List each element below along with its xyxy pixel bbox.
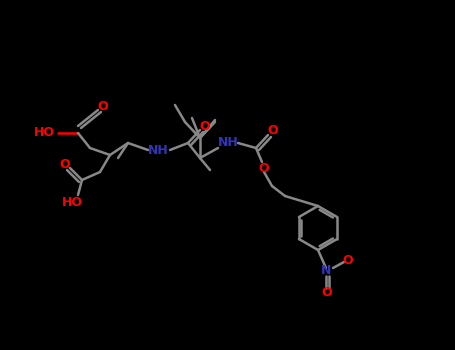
Text: O: O: [259, 161, 269, 175]
Text: O: O: [98, 99, 108, 112]
Text: HO: HO: [61, 196, 82, 209]
Text: NH: NH: [217, 136, 238, 149]
Text: NH: NH: [147, 144, 168, 156]
Text: O: O: [268, 124, 278, 136]
Text: O: O: [343, 253, 354, 266]
Text: N: N: [321, 264, 331, 276]
Text: HO: HO: [34, 126, 55, 140]
Text: O: O: [60, 159, 71, 172]
Text: O: O: [322, 287, 332, 300]
Text: O: O: [200, 120, 210, 133]
